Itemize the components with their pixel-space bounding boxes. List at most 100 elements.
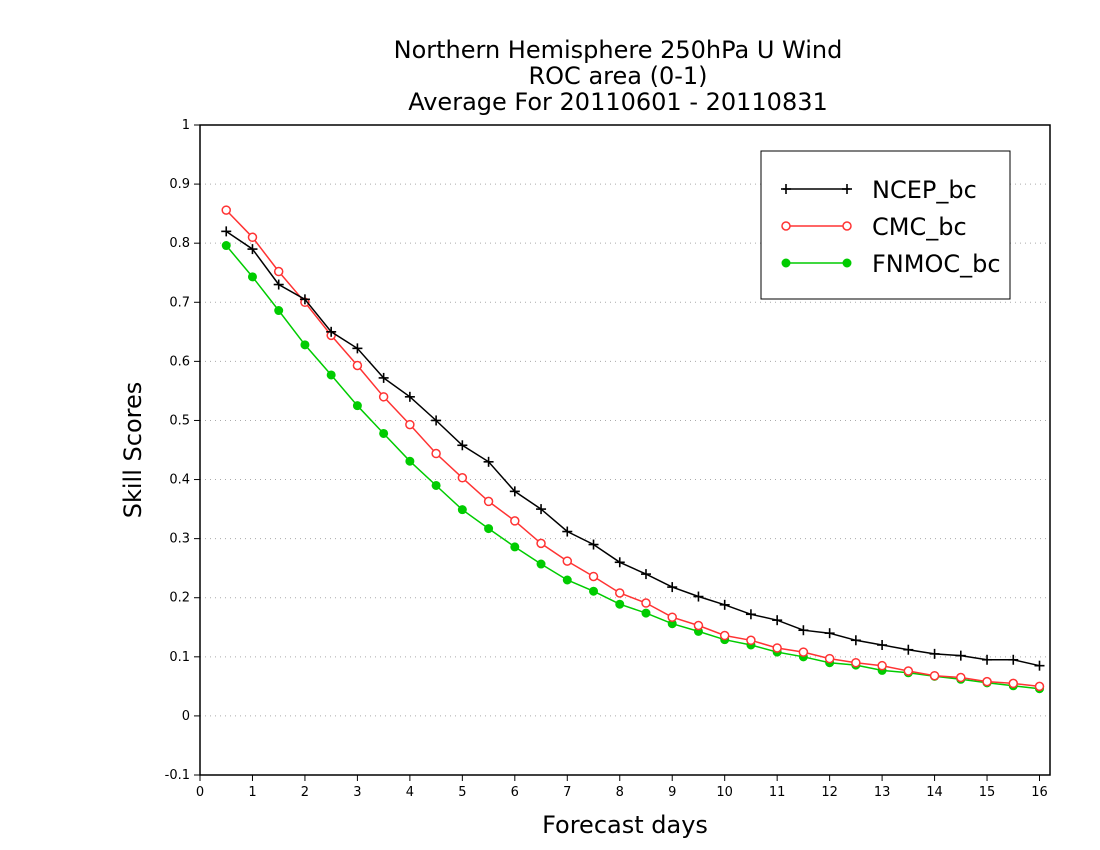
data-point: [588, 571, 599, 582]
x-tick-label: 14: [926, 785, 943, 800]
x-tick-label: 12: [821, 785, 838, 800]
y-tick-label: 0.9: [169, 177, 190, 192]
data-point: [352, 401, 362, 411]
data-point: [850, 635, 861, 646]
x-tick-label: 13: [874, 785, 891, 800]
data-point: [536, 504, 547, 515]
y-axis: -0.1 0 0.1 0.2 0.3 0.4 0.5 0.6 0.7 0.8 0.9 1: [165, 118, 200, 783]
y-tick-label: -0.1: [165, 768, 190, 783]
data-point: [641, 598, 651, 608]
data-point: [824, 653, 835, 664]
chart-title-line-3: Average For 20110601 - 20110831: [408, 88, 828, 116]
data-point: [300, 340, 310, 350]
data-point: [982, 676, 992, 687]
data-point: [929, 670, 940, 681]
data-point: [842, 258, 852, 268]
data-point: [326, 370, 336, 380]
data-point: [693, 620, 704, 631]
data-point: [221, 241, 231, 251]
data-point: [667, 612, 677, 622]
series-layer: [221, 205, 1045, 694]
series-line: [225, 230, 1040, 667]
chart-title: Northern Hemisphere 250hPa U Wind ROC ar…: [394, 36, 843, 116]
data-point: [588, 539, 599, 550]
x-tick-label: 8: [616, 785, 624, 800]
y-tick-label: 1: [182, 118, 190, 133]
data-point: [326, 326, 337, 337]
data-point: [483, 496, 494, 507]
legend-item: NCEP_bc: [781, 176, 977, 204]
series-NCEP_bc: [221, 226, 1045, 671]
data-point: [903, 644, 914, 655]
x-tick-label: 15: [979, 785, 996, 800]
data-point: [510, 516, 520, 526]
data-point: [693, 591, 704, 602]
y-tick-label: 0.7: [169, 295, 190, 310]
data-point: [378, 392, 389, 402]
data-point: [405, 456, 415, 466]
data-point: [378, 372, 389, 383]
legend: NCEP_bc CMC_bc FNMOC_bc: [760, 150, 1011, 300]
data-point: [431, 480, 441, 490]
legend-label: NCEP_bc: [872, 176, 977, 204]
x-tick-label: 5: [458, 785, 466, 800]
chart-title-line-1: Northern Hemisphere 250hPa U Wind: [394, 36, 843, 64]
data-point: [955, 650, 966, 661]
data-point: [510, 542, 520, 552]
data-point: [956, 672, 966, 683]
y-axis-label: Skill Scores: [119, 382, 147, 519]
data-point: [352, 360, 363, 371]
data-point: [457, 505, 467, 515]
data-point: [405, 419, 415, 430]
x-tick-label: 9: [668, 785, 676, 800]
y-tick-label: 0.2: [169, 591, 190, 606]
data-point: [719, 630, 730, 641]
data-point: [536, 538, 546, 549]
data-point: [404, 391, 415, 402]
data-point: [299, 294, 310, 305]
data-point: [798, 647, 809, 657]
data-point: [640, 569, 651, 580]
data-point: [221, 205, 231, 215]
x-axis: 0 1 2 3 4 5 6 7 8 9 10 11 12 13 14 15 16: [196, 775, 1048, 800]
data-point: [877, 640, 888, 650]
x-tick-label: 11: [769, 785, 786, 800]
data-point: [457, 440, 468, 451]
data-point: [641, 608, 651, 618]
legend-item: CMC_bc: [781, 213, 967, 241]
data-point: [824, 628, 835, 639]
data-point: [431, 448, 441, 459]
data-point: [745, 609, 756, 620]
y-tick-label: 0: [182, 709, 190, 724]
legend-label: FNMOC_bc: [872, 250, 1001, 278]
y-tick-label: 0.5: [169, 413, 190, 428]
x-tick-label: 10: [716, 785, 733, 800]
data-point: [536, 559, 546, 569]
data-point: [484, 524, 494, 534]
grid: [200, 183, 1050, 717]
x-tick-label: 6: [511, 785, 519, 800]
x-tick-label: 0: [196, 785, 204, 800]
x-axis-label: Forecast days: [542, 811, 708, 839]
data-point: [781, 184, 791, 194]
data-point: [562, 575, 572, 585]
data-point: [247, 272, 257, 282]
x-tick-label: 2: [301, 785, 309, 800]
plot-frame: [199, 124, 1051, 776]
data-point: [379, 428, 389, 438]
data-point: [509, 486, 520, 497]
data-point: [431, 415, 442, 426]
data-point: [877, 660, 887, 671]
data-point: [1008, 654, 1019, 665]
data-point: [1034, 681, 1045, 692]
data-point: [719, 599, 730, 610]
data-point: [781, 221, 791, 231]
chart-title-line-2: ROC area (0-1): [528, 62, 707, 90]
legend-item: FNMOC_bc: [781, 250, 1001, 278]
data-point: [615, 599, 625, 609]
x-tick-label: 3: [353, 785, 361, 800]
data-point: [614, 557, 625, 568]
legend-box: [760, 150, 1011, 300]
x-tick-label: 1: [248, 785, 256, 800]
data-point: [1008, 678, 1019, 689]
